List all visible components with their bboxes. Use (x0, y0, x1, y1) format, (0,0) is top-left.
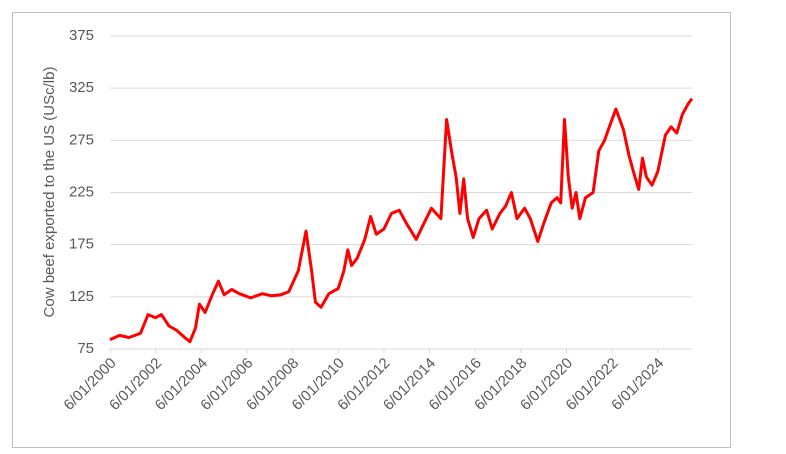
y-tick-label: 325 (69, 79, 94, 96)
y-tick-label: 75 (77, 340, 94, 357)
chart-border (12, 12, 731, 448)
y-axis-label: Cow beef exported to the US (USc/lb) (41, 67, 58, 318)
y-tick-label: 375 (69, 27, 94, 44)
y-tick-label: 175 (69, 236, 94, 253)
y-tick-label: 125 (69, 288, 94, 305)
y-tick-label: 225 (69, 183, 94, 200)
line-series (109, 97, 694, 344)
y-tick-label: 275 (69, 131, 94, 148)
